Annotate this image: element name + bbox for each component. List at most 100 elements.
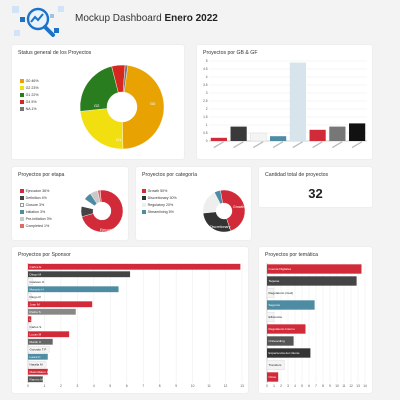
legend-label: G4 5% xyxy=(25,100,37,104)
x-tick-label-placeholder xyxy=(213,141,224,149)
bar xyxy=(28,271,131,278)
bar xyxy=(267,276,357,286)
magnifier-handle-icon xyxy=(43,25,55,37)
donut-slice-g2 xyxy=(80,108,124,150)
bar xyxy=(28,308,76,315)
legend-item: Completed 1% xyxy=(20,224,49,228)
legend-label: Streamlining 5% xyxy=(147,210,174,214)
x-tick-label-placeholder xyxy=(252,141,264,149)
x-tick-label: 9 xyxy=(175,384,177,388)
legend-swatch xyxy=(142,210,146,214)
legend-swatch xyxy=(20,217,24,221)
logo-square-icon xyxy=(54,28,59,33)
bar xyxy=(329,126,346,141)
legend-item: Closure 3% xyxy=(20,203,44,207)
legend-label: Pre-initiation 3% xyxy=(25,217,52,221)
legend-swatch xyxy=(20,107,24,111)
legend-label: G1 22% xyxy=(25,93,39,97)
x-tick-label: 5 xyxy=(301,384,303,388)
status-card-title: Status general de los Proyectos xyxy=(18,50,92,56)
bar xyxy=(28,368,48,375)
etapa-card: Proyectos por etapa Ejecucion 36% Defini… xyxy=(12,167,128,240)
y-tick-label: 1.5 xyxy=(203,115,208,119)
x-tick-label: 13 xyxy=(240,384,244,388)
bar xyxy=(27,323,32,330)
status-donut-slices xyxy=(79,64,165,150)
slice-label: G1 xyxy=(116,137,122,142)
y-tick-label: 4.5 xyxy=(203,67,208,71)
tematica-card: Proyectos por temática 0 1 2 3 4 5 6 7 8 9 10 11 12 1… xyxy=(259,247,372,393)
legend-item: Discretionary 30% xyxy=(142,196,177,200)
sponsor-bars: Carlos E Diego M Gustavo O Marcelo H Diego R… xyxy=(27,263,241,383)
bar xyxy=(27,346,50,353)
y-tick-label: 3.5 xyxy=(203,83,208,87)
categoria-card-title: Proyectos por categoría xyxy=(142,172,198,178)
category-label: Martin C xyxy=(30,340,42,344)
x-tick-label-placeholder xyxy=(312,141,323,149)
categoria-donut-slices xyxy=(202,189,246,233)
legend-label: Regulatory 20% xyxy=(147,203,174,207)
donut-slice-g0 xyxy=(122,65,165,150)
y-tick-label: 2.5 xyxy=(203,99,208,103)
legend-item: Pre-initiation 3% xyxy=(20,217,52,221)
legend-swatch xyxy=(20,196,24,200)
x-tick-label: 12 xyxy=(224,384,228,388)
category-label: Eficiencia xyxy=(269,315,283,319)
legend-item: Streamlining 5% xyxy=(142,210,174,214)
legend-swatch xyxy=(20,203,24,207)
slice-label: Discretionary xyxy=(210,225,231,229)
bar xyxy=(28,316,32,323)
x-tick-label-placeholder xyxy=(292,141,303,149)
x-tick-label: 11 xyxy=(207,384,211,388)
bar xyxy=(270,136,287,141)
legend-swatch xyxy=(20,224,24,228)
legend-swatch xyxy=(142,203,146,207)
category-label: Carlos S xyxy=(30,325,42,329)
legend-item: Growth 50% xyxy=(142,189,167,193)
etapa-donut-chart: Ejecución xyxy=(80,189,124,233)
category-label: Regulatorio Interno xyxy=(269,327,296,331)
kpi-card: Cantidad total de proyectos 32 xyxy=(259,167,372,207)
legend-item: Initiation 3% xyxy=(20,210,45,214)
page-title: Mockup Dashboard Enero 2022 xyxy=(75,13,218,24)
gb-bars xyxy=(210,62,366,149)
x-tick-label: 0 xyxy=(27,384,29,388)
bar xyxy=(266,360,285,370)
status-donut-chart: G2 G0 G1 xyxy=(79,64,165,150)
x-tick-label: 11 xyxy=(342,384,346,388)
legend-swatch xyxy=(20,189,24,193)
y-tick-label: 3 xyxy=(206,91,208,95)
gb-card: Proyectos por GB & GF 0 0.5 1 1.5 2 2.5 3 3.5 4 4… xyxy=(197,45,372,159)
category-label: Lucas M xyxy=(30,317,42,321)
bar xyxy=(28,286,119,293)
legend-swatch xyxy=(20,79,24,83)
legend-item: Regulatory 20% xyxy=(142,203,173,207)
x-tick-label: 1 xyxy=(44,384,46,388)
x-tick-label: 3 xyxy=(76,384,78,388)
category-label: Gonzalo T.P xyxy=(30,347,47,351)
legend-swatch xyxy=(20,100,24,104)
categoria-donut-chart: Growth Discretionary xyxy=(202,189,246,233)
y-tick-label: 0.5 xyxy=(203,131,208,135)
x-tick-label: 8 xyxy=(159,384,161,388)
bar xyxy=(250,132,267,142)
category-label: Regulatorio (Gud) xyxy=(269,291,294,295)
donut-slice-streamlining xyxy=(214,190,223,205)
bar xyxy=(267,264,362,274)
bar xyxy=(28,263,241,270)
x-tick-label: 13 xyxy=(356,384,360,388)
x-tick-label: 14 xyxy=(363,384,367,388)
tematica-bar-chart: 0 1 2 3 4 5 6 7 8 9 10 11 12 13 14 Cuenta DigitalesTar… xyxy=(266,263,367,388)
magnifier-chart-logo-icon xyxy=(12,6,64,37)
donut-slice-na xyxy=(122,64,129,93)
bar xyxy=(28,338,53,345)
x-tick-label-placeholder xyxy=(351,141,363,149)
slice-label: Ejecución xyxy=(100,228,115,232)
y-tick-label: 1 xyxy=(206,123,208,127)
y-tick-label: 4 xyxy=(206,75,208,79)
logo-square-icon xyxy=(20,17,25,22)
x-tick-label: 10 xyxy=(335,384,339,388)
gb-bar-chart: 0 0.5 1 1.5 2 2.5 3 3.5 4 4.5 5 xyxy=(203,59,367,149)
x-tick-label: 3 xyxy=(287,384,289,388)
